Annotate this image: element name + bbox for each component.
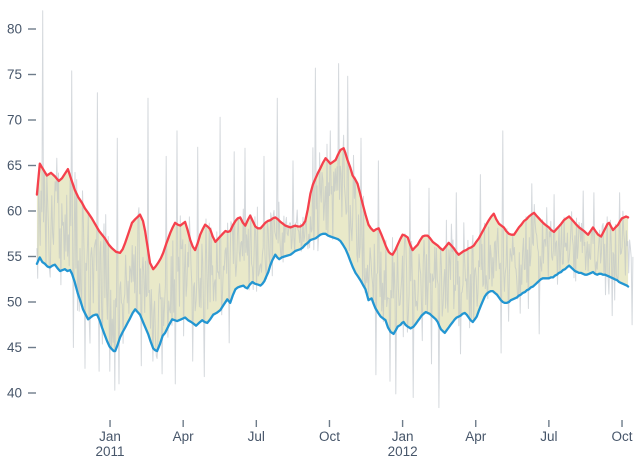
x-tick-label: Oct (612, 429, 633, 444)
y-tick-label: 55 (7, 249, 22, 264)
y-tick-label: 70 (7, 113, 22, 128)
smoothed-high-line (35, 147, 630, 271)
x-tick-label: Apr (173, 429, 195, 444)
y-tick-label: 40 (7, 386, 22, 401)
x-tick-label: Oct (319, 429, 340, 444)
y-tick-label: 45 (7, 340, 22, 355)
x-tick-label: Jul (540, 429, 557, 444)
y-tick-label: 75 (7, 67, 22, 82)
band-area (36, 148, 629, 352)
x-tick-year-label: 2012 (388, 444, 418, 459)
y-tick-label: 80 (7, 22, 22, 37)
x-tick-label: Jul (248, 429, 265, 444)
x-tick-year-label: 2011 (96, 444, 125, 459)
x-tick-label: Jan (99, 429, 121, 444)
y-tick-label: 65 (7, 158, 22, 173)
y-tick-label: 60 (7, 204, 22, 219)
raw-daily-line (36, 10, 634, 409)
smoothed-low-line (35, 232, 630, 353)
y-tick-label: 50 (7, 295, 22, 310)
x-tick-label: Apr (465, 429, 487, 444)
x-tick-label: Jan (392, 429, 414, 444)
